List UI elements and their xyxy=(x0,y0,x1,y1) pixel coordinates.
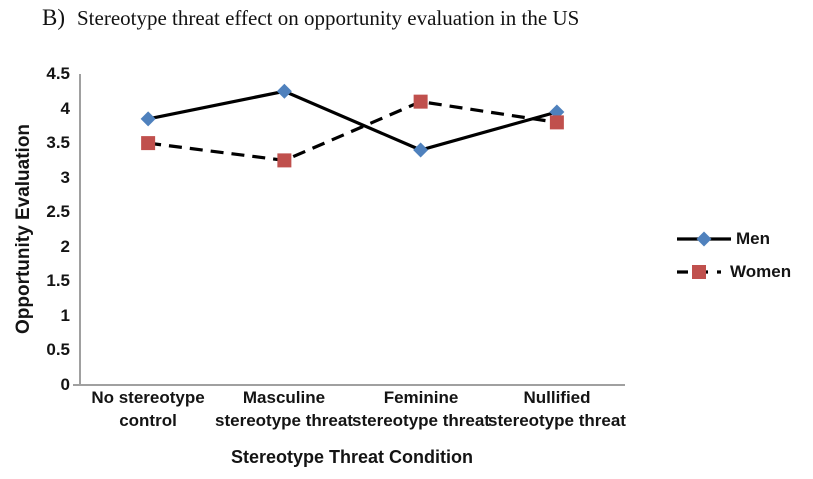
y-tick-label: 4.5 xyxy=(46,64,70,83)
x-tick-label: No stereotype control xyxy=(68,386,228,432)
men-diamond-icon xyxy=(696,231,712,247)
series-layer xyxy=(140,83,565,168)
women-legend-swatch xyxy=(677,265,721,279)
legend-item-women: Women xyxy=(676,261,811,283)
x-tick-label: Masculine stereotype threat xyxy=(204,386,364,432)
x-tick-line2: control xyxy=(119,411,177,430)
men-series-line xyxy=(147,89,558,152)
legend-label-women: Women xyxy=(730,262,792,281)
y-tick-label: 3.5 xyxy=(46,133,70,152)
x-tick-label: Nullified stereotype threat xyxy=(477,386,637,432)
legend: Men Women xyxy=(676,228,811,294)
x-tick-line2: stereotype threat xyxy=(352,411,490,430)
axes xyxy=(73,74,625,386)
x-tick-line2: stereotype threat xyxy=(488,411,626,430)
x-tick-line1: Masculine xyxy=(242,388,326,407)
x-tick-line2: stereotype threat xyxy=(215,411,353,430)
women-series-line xyxy=(147,99,558,163)
legend-item-men: Men xyxy=(676,228,811,250)
men-marker xyxy=(276,83,292,99)
women-marker xyxy=(549,115,564,130)
panel-label: B) xyxy=(42,5,65,30)
y-tick-label: 3 xyxy=(60,168,70,187)
x-tick-line1: Feminine xyxy=(383,388,459,407)
x-axis-title: Stereotype Threat Condition xyxy=(230,447,473,467)
y-tick-label: 0 xyxy=(60,375,70,394)
women-marker xyxy=(277,153,292,168)
women-marker xyxy=(413,94,428,109)
x-tick-line1: No stereotype xyxy=(91,388,205,407)
y-tick-label: 2.5 xyxy=(46,202,70,221)
women-square-icon xyxy=(692,265,706,279)
figure-title: B) Stereotype threat effect on opportunit… xyxy=(42,4,579,32)
men-marker xyxy=(140,111,156,127)
y-tick-label: 2 xyxy=(60,237,70,256)
x-tick-label: Feminine stereotype threat xyxy=(341,386,501,432)
y-tick-label: 1 xyxy=(60,306,70,325)
figure-title-text: Stereotype threat effect on opportunity … xyxy=(77,6,580,30)
legend-label-men: Men xyxy=(736,229,770,248)
y-tick-label: 4 xyxy=(60,99,70,118)
men-marker xyxy=(413,142,429,158)
x-tick-line1: Nullified xyxy=(523,388,591,407)
men-legend-swatch xyxy=(677,231,731,247)
y-tick-label: 1.5 xyxy=(46,271,70,290)
y-tick-label: 0.5 xyxy=(46,340,70,359)
women-marker xyxy=(141,136,156,151)
